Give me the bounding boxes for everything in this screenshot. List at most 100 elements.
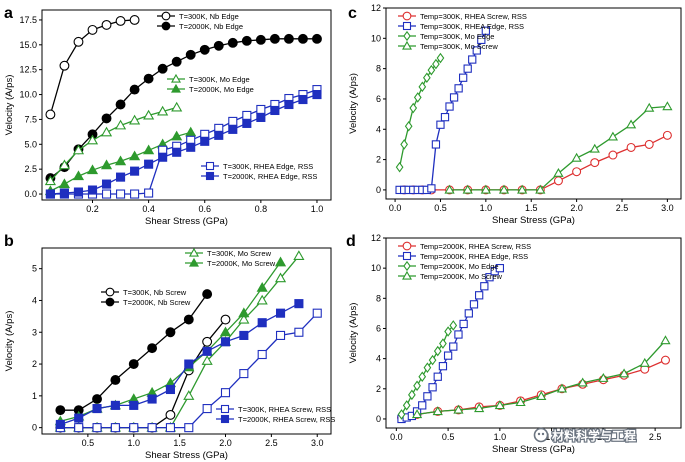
x-tick-label: 1.5: [545, 432, 558, 442]
data-point: [293, 250, 305, 260]
legend-marker: [402, 251, 412, 261]
series-2: [44, 101, 183, 186]
data-point: [477, 35, 486, 44]
legend-label: T=300K, Nb Screw: [123, 288, 187, 297]
data-point: [58, 159, 71, 170]
data-point: [100, 159, 113, 170]
data-point: [45, 109, 56, 120]
data-point: [494, 400, 505, 410]
data-point: [101, 189, 112, 199]
y-tick-label: 8: [376, 293, 381, 303]
plot-frame: [41, 247, 332, 435]
data-point: [481, 26, 490, 35]
x-tick-label: 1.5: [173, 438, 186, 448]
panel-b: b 0.5 1.0 1.5 2.0 2.5 3.0 0 1 2 3 4 5 Shear Stress (…: [4, 233, 335, 461]
data-point: [185, 126, 197, 137]
data-point: [571, 152, 582, 162]
series-0: [399, 130, 672, 195]
legend-marker: [205, 161, 215, 171]
data-point: [459, 319, 468, 329]
data-point: [418, 371, 427, 383]
data-point: [607, 131, 619, 141]
x-tick-label: 0.4: [142, 204, 155, 214]
data-point: [440, 112, 450, 122]
data-point: [184, 423, 194, 433]
series-3: [444, 101, 673, 194]
data-point: [129, 423, 139, 433]
data-point: [72, 170, 85, 181]
legend-label: T=300K, RHEA Screw, RSS: [238, 405, 331, 414]
data-point: [74, 423, 84, 433]
y-tick-label: 12: [371, 3, 381, 13]
series-1: [395, 26, 490, 195]
data-point: [480, 282, 489, 291]
data-point: [468, 55, 477, 64]
data-point: [485, 273, 494, 282]
series-line: [417, 340, 666, 416]
data-point: [662, 101, 673, 111]
data-point: [274, 272, 287, 283]
data-point: [418, 81, 427, 93]
watermark-text: 材料科学与工程: [551, 428, 636, 443]
data-point: [474, 403, 485, 413]
data-point: [608, 150, 618, 160]
data-point: [644, 102, 655, 112]
data-point: [553, 176, 563, 186]
data-point: [101, 19, 112, 30]
data-point: [144, 188, 154, 198]
data-point: [116, 172, 126, 182]
series-3: [54, 256, 287, 426]
legend-marker: [161, 11, 171, 21]
y-tick-label: 12.5: [19, 65, 37, 75]
data-point: [449, 93, 459, 102]
data-point: [228, 124, 238, 134]
data-point: [449, 342, 458, 351]
watermark-logo-dot: [537, 432, 541, 436]
panel-a: a 0.2 0.4 0.6 0.8 1.0 0.0 2.5 5.0 7.5 10.0 12.5 15.…: [4, 5, 332, 227]
y-tick-label: 10: [371, 263, 381, 273]
data-point: [438, 362, 448, 371]
data-point: [100, 126, 113, 137]
data-point: [495, 264, 505, 273]
legend-marker: [205, 171, 215, 181]
data-point: [202, 336, 213, 347]
data-point: [472, 46, 481, 55]
series-line: [398, 57, 442, 168]
data-point: [220, 314, 231, 325]
data-point: [238, 307, 250, 318]
data-point: [294, 299, 304, 309]
legend-label: T=2000K, Nb Edge: [179, 22, 243, 31]
data-point: [74, 413, 84, 423]
legend-marker: [401, 270, 413, 280]
x-axis-title: Shear Stress (GPa): [492, 215, 575, 226]
data-point: [92, 404, 102, 414]
data-point: [397, 409, 406, 420]
data-point: [469, 300, 479, 309]
data-point: [454, 84, 463, 93]
x-tick-label: 3.0: [661, 203, 674, 213]
data-point: [87, 24, 98, 35]
y-tick-label: 0.0: [24, 189, 37, 199]
x-tick-label: 1.0: [480, 203, 493, 213]
y-axis-title: Velocity (A/ps): [4, 311, 15, 372]
y-tick-label: 2: [376, 384, 381, 394]
panel-c: c 0.0 0.5 1.0 1.5 2.0 2.5 3.0 0 2 4 6 8 10 12 Shear St…: [348, 3, 682, 226]
data-point: [270, 105, 280, 116]
x-tick-label: 2.0: [597, 432, 610, 442]
data-point: [147, 394, 157, 404]
panel-d: d 0.0 0.5 1.0 1.5 2.0 2.5 0 2 4 6 8 10 12 Shear Stres…: [346, 233, 682, 455]
data-point: [428, 383, 437, 392]
data-point: [183, 314, 194, 325]
y-tick-label: 7.5: [24, 114, 37, 124]
y-axis-title: Velocity (A/ps): [348, 73, 359, 134]
legend-label: T=2000K, RHEA Edge, RSS: [223, 172, 317, 181]
legend-label: Temp=300K, RHEA Screw, RSS: [420, 12, 527, 21]
watermark-logo-dot: [541, 432, 545, 436]
data-point: [432, 406, 443, 416]
